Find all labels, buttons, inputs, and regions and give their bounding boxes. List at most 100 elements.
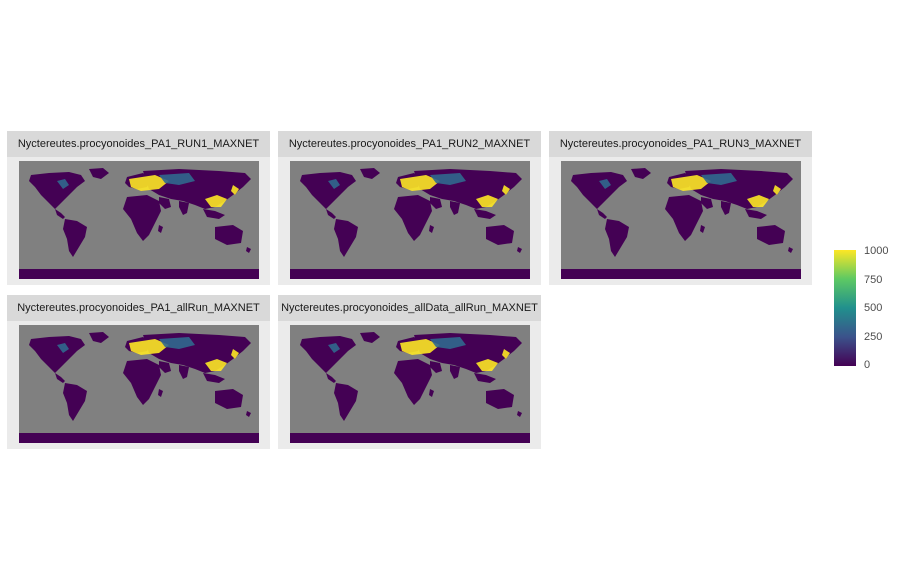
- hotspot-europe-core: [129, 339, 169, 355]
- hotspot-russia: [159, 173, 195, 185]
- landmass-se-asia: [474, 373, 496, 383]
- hotspot-east-asia: [205, 359, 227, 371]
- panel-title-strip: Nyctereutes.procyonoides_PA1_RUN2_MAXNET: [278, 131, 541, 157]
- landmass-greenland: [631, 168, 651, 179]
- landmass-madagascar: [429, 389, 434, 397]
- landmass-south-america: [605, 219, 629, 257]
- map-panel-run2: Nyctereutes.procyonoides_PA1_RUN2_MAXNET: [278, 131, 541, 285]
- map-panel-alldata: Nyctereutes.procyonoides_allData_allRun_…: [278, 295, 541, 449]
- legend-tick: [856, 251, 860, 252]
- panel-title: Nyctereutes.procyonoides_PA1_RUN1_MAXNET: [17, 138, 260, 150]
- panel-title-strip: Nyctereutes.procyonoides_PA1_allRun_MAXN…: [7, 295, 270, 321]
- landmass-arabia: [430, 361, 442, 373]
- landmass-india: [721, 201, 731, 215]
- landmass-south-america: [334, 219, 358, 257]
- legend-label-750: 750: [864, 274, 883, 286]
- panel-title-strip: Nyctereutes.procyonoides_allData_allRun_…: [278, 295, 541, 321]
- landmass-africa: [394, 195, 432, 241]
- landmass-greenland: [89, 332, 109, 343]
- hotspot-east-asia: [747, 195, 769, 207]
- landmass-madagascar: [158, 225, 163, 233]
- legend-tick: [856, 280, 860, 281]
- landmass-new-zealand: [517, 247, 522, 253]
- landmass-australia: [215, 225, 243, 245]
- hotspot-north-america: [328, 343, 340, 353]
- landmass-arabia: [159, 361, 171, 373]
- hotspot-europe-core: [129, 175, 169, 191]
- hotspot-japan: [231, 185, 239, 195]
- legend-label-250: 250: [864, 331, 883, 343]
- panel-title-strip: Nyctereutes.procyonoides_PA1_RUN3_MAXNET: [549, 131, 812, 157]
- landmass-antarctica: [290, 269, 530, 279]
- map-panel-run1: Nyctereutes.procyonoides_PA1_RUN1_MAXNET: [7, 131, 270, 285]
- legend-label-1000: 1000: [864, 245, 889, 257]
- panel-title: Nyctereutes.procyonoides_allData_allRun_…: [281, 302, 538, 314]
- colorbar: [834, 250, 856, 366]
- panel-title-strip: Nyctereutes.procyonoides_PA1_RUN1_MAXNET: [7, 131, 270, 157]
- hotspot-japan: [502, 185, 510, 195]
- hotspot-russia: [701, 173, 737, 185]
- landmass-africa: [123, 359, 161, 405]
- landmass-africa: [123, 195, 161, 241]
- landmass-north-america: [571, 172, 627, 209]
- landmass-antarctica: [561, 269, 801, 279]
- hotspot-europe-core: [400, 339, 440, 355]
- landmass-south-america: [63, 383, 87, 421]
- landmass-antarctica: [290, 433, 530, 443]
- landmass-arabia: [159, 197, 171, 209]
- landmass-south-america: [63, 219, 87, 257]
- prediction-map: [19, 161, 259, 279]
- prediction-map: [290, 325, 530, 443]
- landmass-se-asia: [745, 209, 767, 219]
- landmass-central-america: [326, 373, 336, 383]
- landmass-greenland: [360, 168, 380, 179]
- prediction-map: [561, 161, 801, 279]
- hotspot-north-america: [57, 343, 69, 353]
- landmass-madagascar: [700, 225, 705, 233]
- landmass-north-america: [300, 172, 356, 209]
- hotspot-japan: [773, 185, 781, 195]
- map-panel-allrun: Nyctereutes.procyonoides_PA1_allRun_MAXN…: [7, 295, 270, 449]
- landmass-central-america: [597, 209, 607, 219]
- hotspot-japan: [231, 349, 239, 359]
- landmass-australia: [215, 389, 243, 409]
- landmass-africa: [665, 195, 703, 241]
- landmass-antarctica: [19, 269, 259, 279]
- landmass-north-america: [300, 336, 356, 373]
- hotspot-north-america: [57, 179, 69, 189]
- landmass-australia: [757, 225, 785, 245]
- legend-tick: [856, 365, 860, 366]
- legend-tick: [856, 337, 860, 338]
- landmass-new-zealand: [788, 247, 793, 253]
- landmass-greenland: [89, 168, 109, 179]
- landmass-india: [179, 201, 189, 215]
- landmass-new-zealand: [246, 411, 251, 417]
- landmass-south-america: [334, 383, 358, 421]
- hotspot-japan: [502, 349, 510, 359]
- color-legend: 1000 750 500 250 0: [834, 245, 894, 377]
- hotspot-east-asia: [476, 359, 498, 371]
- legend-label-500: 500: [864, 302, 883, 314]
- hotspot-europe-core: [400, 175, 440, 191]
- landmass-arabia: [430, 197, 442, 209]
- landmass-madagascar: [158, 389, 163, 397]
- landmass-antarctica: [19, 433, 259, 443]
- landmass-north-america: [29, 336, 85, 373]
- hotspot-north-america: [599, 179, 611, 189]
- landmass-se-asia: [203, 209, 225, 219]
- landmass-greenland: [360, 332, 380, 343]
- landmass-central-america: [55, 373, 65, 383]
- hotspot-russia: [430, 337, 466, 349]
- landmass-se-asia: [203, 373, 225, 383]
- map-panel-run3: Nyctereutes.procyonoides_PA1_RUN3_MAXNET: [549, 131, 812, 285]
- landmass-arabia: [701, 197, 713, 209]
- hotspot-east-asia: [476, 195, 498, 207]
- landmass-new-zealand: [517, 411, 522, 417]
- landmass-central-america: [326, 209, 336, 219]
- landmass-india: [450, 365, 460, 379]
- hotspot-russia: [159, 337, 195, 349]
- prediction-map: [19, 325, 259, 443]
- hotspot-east-asia: [205, 195, 227, 207]
- landmass-central-america: [55, 209, 65, 219]
- landmass-india: [450, 201, 460, 215]
